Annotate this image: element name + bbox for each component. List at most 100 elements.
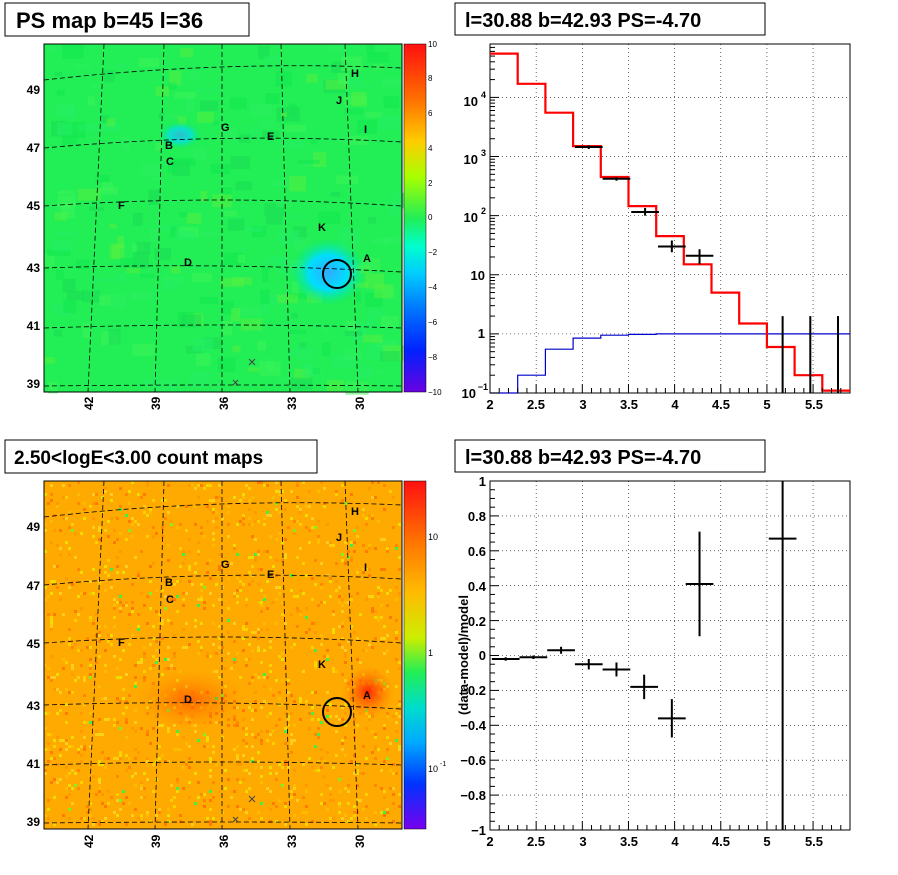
ps-map-panel: PS map b=45 l=36 H J I G: [4, 2, 442, 410]
ps-map-noise-cell: [289, 175, 307, 192]
count-map-noise-cell: [263, 649, 266, 652]
count-map-noise-cell: [374, 547, 377, 550]
count-map-noise-cell: [317, 538, 320, 541]
count-map-noise-cell: [344, 754, 347, 757]
count-map-noise-cell: [227, 562, 230, 565]
count-map-noise-cell: [104, 490, 107, 493]
count-map-noise-cell: [92, 592, 95, 595]
ps-map-noise-cell: [286, 141, 305, 149]
count-map-noise-cell: [377, 619, 380, 622]
res-x-tick: 2: [486, 834, 493, 849]
count-map-noise-cell: [98, 526, 101, 529]
spec-x-tick: 3: [579, 397, 586, 412]
count-map-noise-cell: [314, 661, 317, 664]
count-map-noise-cell: [197, 598, 200, 601]
count-map-noise-cell: [395, 544, 398, 547]
count-map-noise-cell: [161, 553, 164, 556]
ps-map-noise-cell: [140, 273, 155, 278]
count-map-noise-cell: [161, 526, 164, 529]
count-map-noise-cell: [89, 721, 92, 724]
ps-map-noise-cell: [62, 278, 76, 293]
count-map-noise-cell: [197, 640, 200, 643]
count-map-noise-cell: [254, 520, 257, 523]
count-map-noise-cell: [212, 499, 215, 502]
residual-point: [519, 655, 548, 659]
count-map-noise-cell: [290, 694, 293, 697]
count-map-noise-cell: [281, 601, 284, 604]
count-map-noise-cell: [386, 634, 389, 637]
count-map-noise-cell: [275, 679, 278, 682]
count-map-noise-cell: [146, 622, 149, 625]
count-map-noise-cell: [74, 610, 77, 613]
count-map-noise-cell: [290, 733, 293, 736]
count-map-noise-cell: [176, 778, 179, 781]
ps-map-noise-cell: [106, 118, 116, 127]
count-map-noise-cell: [272, 496, 275, 499]
count-map-noise-cell: [155, 658, 158, 661]
count-map-noise-cell: [311, 766, 314, 769]
count-map-noise-cell: [143, 670, 146, 673]
count-map-noise-cell: [47, 817, 50, 820]
count-map-noise-cell: [392, 793, 395, 796]
count-map-noise-cell: [233, 748, 236, 751]
count-map-noise-cell: [341, 706, 344, 709]
count-map-noise-cell: [119, 658, 122, 661]
count-map-noise-cell: [101, 751, 104, 754]
count-map-noise-cell: [260, 775, 263, 778]
ps-map-cool-spot: [290, 238, 366, 306]
count-map-noise-cell: [344, 814, 347, 817]
count-map-noise-cell: [314, 559, 317, 562]
count-map-noise-cell: [92, 817, 95, 820]
count-map-noise-cell: [305, 616, 308, 619]
ps-x-tick: 39: [149, 396, 163, 410]
count-map-noise-cell: [59, 598, 62, 601]
count-map-noise-cell: [128, 643, 131, 646]
count-map-noise-cell: [311, 691, 314, 694]
ps-map-noise-cell: [56, 269, 64, 280]
count-map-noise-cell: [71, 673, 74, 676]
ps-map-noise-cell: [280, 112, 287, 117]
count-map-noise-cell: [227, 778, 230, 781]
count-map-noise-cell: [65, 541, 68, 544]
count-map-noise-cell: [245, 742, 248, 745]
count-map-noise-cell: [278, 490, 281, 493]
count-map-noise-cell: [353, 772, 356, 775]
count-map-noise-cell: [395, 721, 398, 724]
count-map-noise-cell: [287, 766, 290, 769]
count-map-noise-cell: [146, 814, 149, 817]
count-map-noise-cell: [197, 541, 200, 544]
count-map-noise-cell: [281, 490, 284, 493]
count-map-noise-cell: [113, 757, 116, 760]
count-map-noise-cell: [209, 820, 212, 823]
count-map-noise-cell: [116, 571, 119, 574]
count-map-noise-cell: [92, 526, 95, 529]
count-map-noise-cell: [200, 484, 203, 487]
count-map-noise-cell: [50, 484, 53, 487]
count-map-title-box: [4, 439, 318, 474]
ps-x-tick: 30: [353, 396, 367, 410]
count-map-noise-cell: [194, 619, 197, 622]
count-map-noise-cell: [329, 715, 332, 718]
count-map-noise-cell: [44, 769, 47, 772]
count-map-noise-cell: [62, 613, 65, 616]
count-map-noise-cell: [161, 535, 164, 538]
count-map-noise-cell: [110, 634, 113, 637]
count-map-noise-cell: [98, 655, 101, 658]
count-map-noise-cell: [356, 772, 359, 775]
count-map-noise-cell: [170, 598, 173, 601]
count-map-noise-cell: [203, 535, 206, 538]
residual-grid: [490, 481, 850, 830]
count-map-noise-cell: [395, 586, 398, 589]
ps-map-texture: [44, 44, 405, 395]
ps-map-noise-cell: [291, 312, 298, 319]
ps-map-noise-cell: [167, 82, 177, 90]
count-map-noise-cell: [98, 685, 101, 688]
ps-map-noise-cell: [47, 249, 71, 256]
count-map-noise-cell: [245, 733, 248, 736]
count-map-noise-cell: [116, 793, 119, 796]
count-map-noise-cell: [116, 676, 119, 679]
count-map-noise-cell: [104, 718, 107, 721]
count-map-noise-cell: [212, 622, 215, 625]
count-map-noise-cell: [326, 523, 329, 526]
ps-map-noise-cell: [200, 191, 208, 202]
